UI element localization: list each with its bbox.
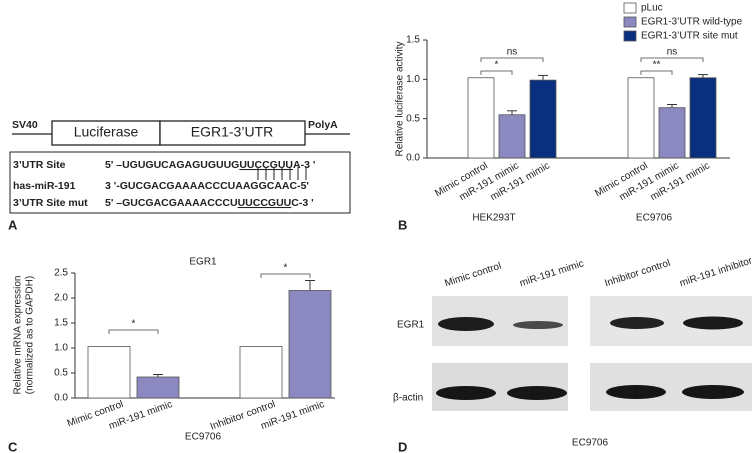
row-label: EGR1 (397, 320, 425, 331)
significance-label: * (132, 319, 136, 330)
sequence-box (9, 151, 351, 214)
chart-title: EGR1 (189, 257, 217, 268)
sequence-part: 5' –GUCGACGAAAACCCU (105, 197, 238, 209)
panel-label: A (8, 217, 18, 232)
panel-label: B (398, 217, 407, 232)
group-label: EC9706 (636, 213, 673, 224)
band (683, 316, 743, 330)
legend-label: EGR1-3’UTR site mut (641, 31, 738, 42)
y-tick-label: 0.0 (406, 153, 420, 164)
y-axis-label: Relative mRNA expression (13, 276, 24, 395)
sequence-label: has-miR-191 (13, 180, 76, 192)
bar (529, 79, 557, 159)
bar (288, 290, 332, 399)
y-tick-label: 0.5 (54, 368, 68, 379)
band (507, 386, 567, 400)
band (438, 317, 494, 331)
y-tick-label: 2.0 (54, 293, 68, 304)
bar (689, 77, 717, 159)
pairing-lines (257, 167, 307, 180)
sequence-label: 3’UTR Site (13, 159, 66, 171)
bar (498, 114, 526, 159)
sequence: 3 '-GUCGACGAAAACCCUAAGGCAAC-5' (105, 180, 309, 192)
y-tick-label: 1.0 (406, 74, 420, 85)
bar (658, 107, 686, 159)
y-axis-label: Relative luciferase activity (395, 41, 406, 156)
reporter-label: Luciferase (74, 124, 139, 140)
significance-bracket (480, 57, 544, 62)
significance-bracket (640, 70, 673, 75)
lane-label: Inhibitor control (603, 258, 671, 290)
bar (627, 77, 655, 159)
lane-label: Mimic control (443, 261, 502, 290)
band (682, 385, 744, 399)
legend-swatch (623, 30, 637, 42)
significance-bracket (260, 273, 311, 278)
sequence-part: 5' –UGUGUCAGAGUGUUG (105, 159, 239, 171)
sequence-part: C-3 ' (291, 197, 313, 209)
sequence-part: UUCCGUU (239, 159, 293, 171)
sequence-part: A-3 ' (293, 159, 315, 171)
legend-label: EGR1-3’UTR wild-type (641, 17, 743, 28)
legend-swatch (623, 16, 637, 28)
bar (87, 346, 131, 399)
polya-label: PolyA (308, 119, 338, 131)
y-tick-label: 1.5 (406, 35, 420, 46)
sequence-label: 3’UTR Site mut (13, 197, 88, 209)
significance-label: ns (507, 47, 518, 58)
sequence-part: 3 '-GUCGACGAAAACCCU (105, 180, 235, 192)
significance-label: * (284, 263, 288, 274)
y-tick-label: 1.0 (54, 343, 68, 354)
significance-label: ** (653, 60, 661, 71)
significance-bracket (640, 57, 704, 62)
panel-label: D (398, 439, 407, 453)
bar (467, 77, 495, 159)
significance-label: ns (667, 47, 678, 58)
lane-label: miR-191 inhibitor (678, 255, 754, 289)
utr-box (159, 120, 306, 146)
sequence-part: C-5' (290, 180, 309, 192)
group-label: HEK293T (472, 213, 515, 224)
utr-label: EGR1-3’UTR (191, 124, 273, 140)
band (436, 386, 496, 400)
bar (136, 376, 180, 399)
blot-caption: EC9706 (572, 438, 609, 449)
band (606, 385, 666, 399)
x-axis-label: EC9706 (185, 432, 222, 443)
panel-label: C (8, 439, 18, 453)
sequence: 5' –GUCGACGAAAACCCUUUCCGUUC-3 ' (105, 197, 314, 209)
sequence-part: AAGGCAA (235, 180, 290, 192)
legend-swatch (623, 2, 637, 14)
y-tick-label: 2.5 (54, 268, 68, 279)
construct-diagram: SV40 Luciferase EGR1-3’UTR PolyA (9, 119, 351, 214)
band (610, 317, 664, 329)
western-blot: EGR1 β-actin EC9706 (393, 296, 752, 449)
significance-bracket (108, 329, 159, 334)
y-tick-label: 1.5 (54, 318, 68, 329)
sequence: 5' –UGUGUCAGAGUGUUGUUCCGUUA-3 ' (105, 159, 315, 171)
y-tick-label: 0.5 (406, 113, 420, 124)
promoter-label: SV40 (12, 119, 38, 131)
significance-label: * (495, 60, 499, 71)
significance-bracket (480, 70, 513, 75)
row-label: β-actin (393, 393, 423, 404)
lane-label: miR-191 mimic (518, 258, 585, 289)
y-axis-label: (normalized as to GAPDH) (25, 276, 36, 394)
band (513, 321, 563, 329)
sequence-part: UUCCGUU (238, 197, 292, 209)
bar (239, 346, 283, 399)
y-tick-label: 0.0 (54, 393, 68, 404)
legend-label: pLuc (641, 3, 663, 14)
